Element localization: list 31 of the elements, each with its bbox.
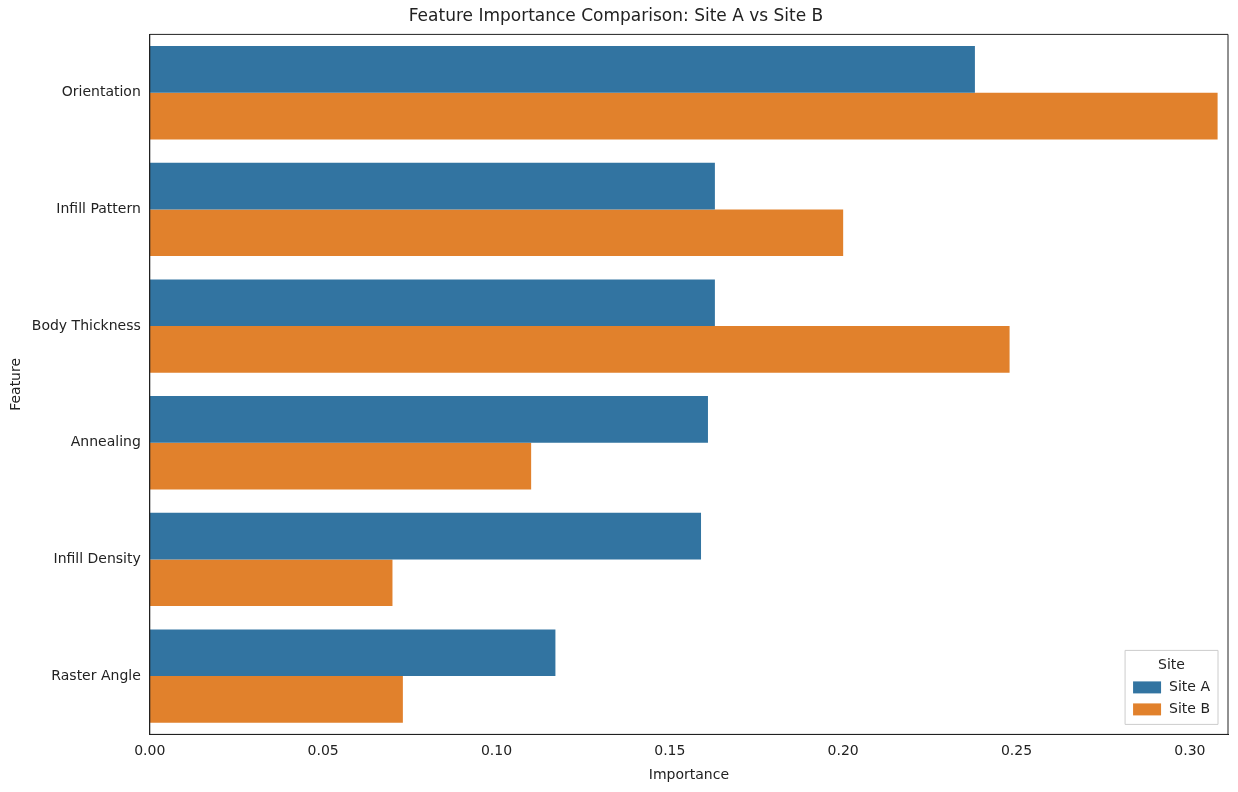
x-tick-label: 0.30	[1174, 742, 1206, 759]
y-tick-label: Body Thickness	[31, 316, 141, 333]
chart-title: Feature Importance Comparison: Site A vs Site B	[408, 4, 824, 25]
bar	[149, 209, 844, 257]
bar	[149, 279, 715, 327]
bar	[149, 559, 393, 607]
y-tick-label: Orientation	[61, 83, 141, 100]
bar	[149, 676, 403, 723]
y-tick-label: Annealing	[70, 433, 141, 450]
y-tick-label: Infill Density	[53, 550, 141, 567]
x-tick-label: 0.00	[134, 742, 166, 759]
legend-title: Site	[1158, 656, 1185, 673]
x-axis-title: Importance	[648, 766, 730, 783]
bar	[149, 326, 1010, 373]
y-axis-title: Feature	[7, 357, 24, 411]
legend-label: Site A	[1169, 678, 1211, 695]
bar	[149, 629, 556, 677]
legend-label: Site B	[1169, 700, 1210, 717]
bar	[149, 46, 975, 93]
y-tick-label: Raster Angle	[51, 666, 141, 683]
x-tick-label: 0.15	[654, 742, 686, 759]
x-tick-label: 0.05	[307, 742, 339, 759]
bar	[149, 396, 708, 443]
bar	[149, 512, 702, 560]
bar	[149, 92, 1218, 140]
x-tick-label: 0.25	[1000, 742, 1033, 759]
y-tick-label: Infill Pattern	[56, 200, 141, 217]
x-tick-label: 0.10	[480, 742, 513, 759]
x-tick-label: 0.20	[827, 742, 859, 759]
bar	[149, 162, 715, 210]
bar	[149, 442, 532, 490]
